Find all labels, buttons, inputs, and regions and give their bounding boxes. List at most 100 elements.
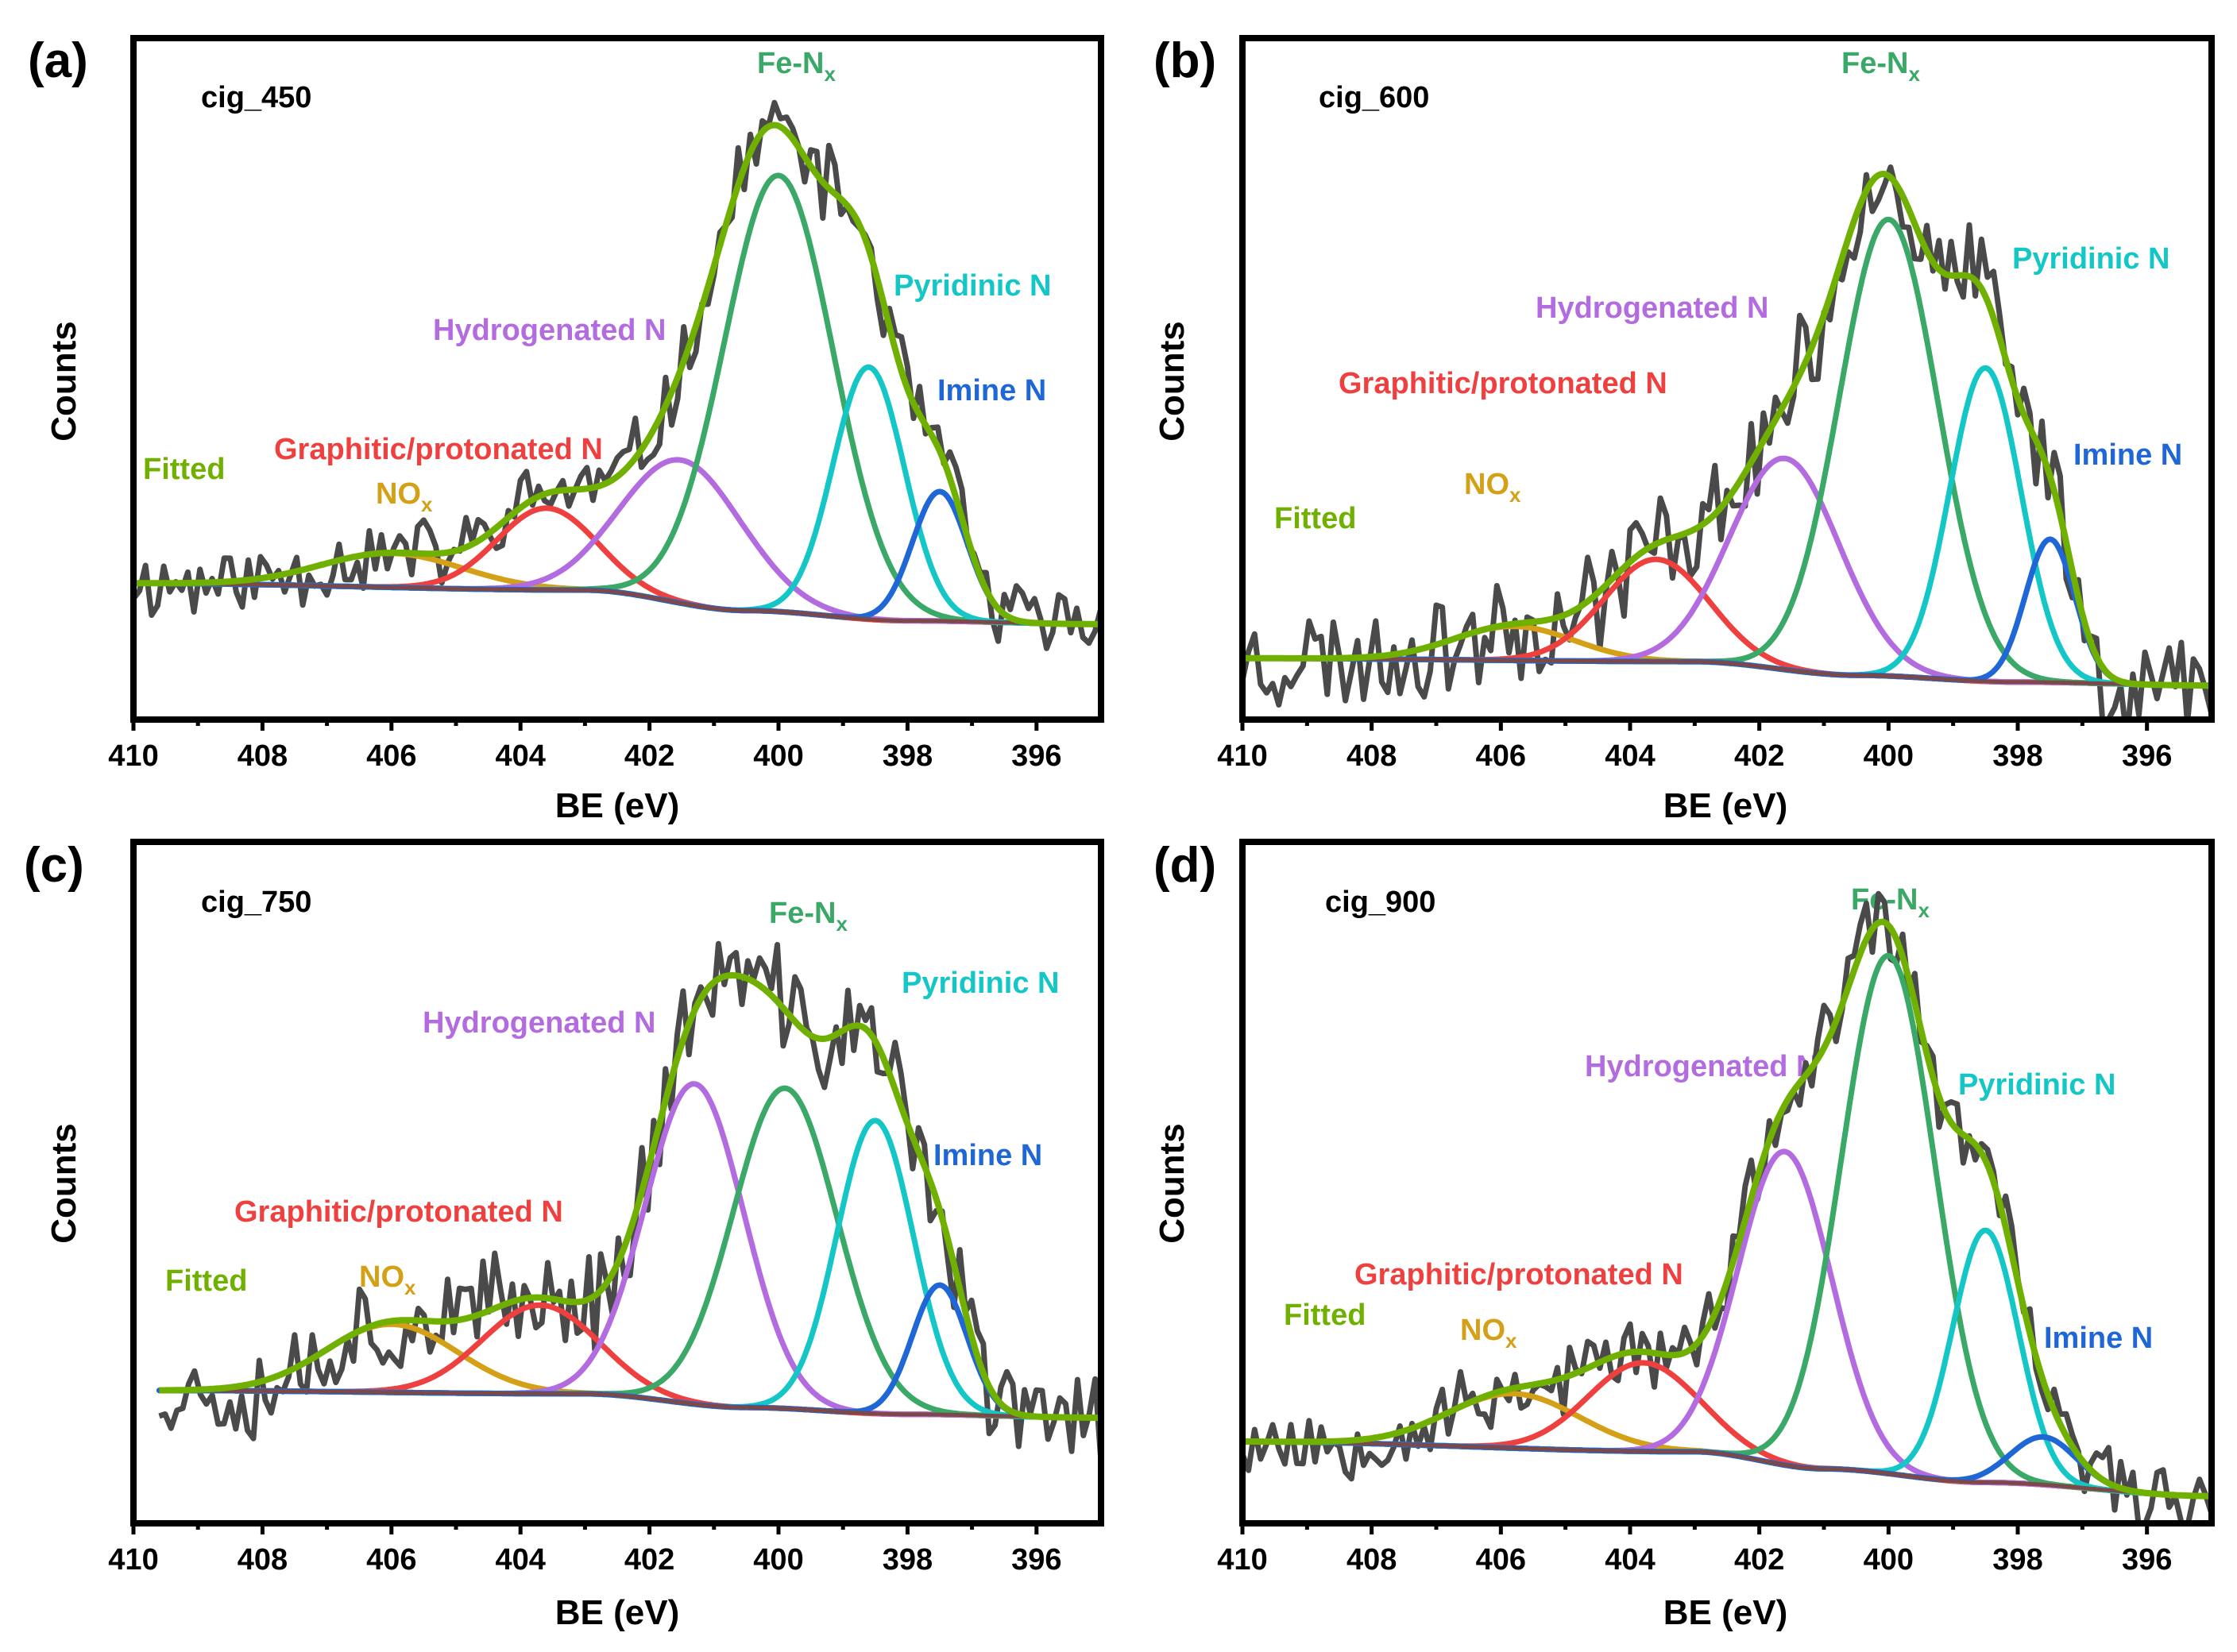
x-tick-label: 410 — [1217, 739, 1267, 773]
plot-area: 410 408 406 404 402 400 398 396 — [108, 839, 1104, 1577]
imine-label: Imine N — [2073, 438, 2182, 472]
x-axis-label: BE (eV) — [1663, 1593, 1787, 1632]
pyridinic-label: Pyridinic N — [1958, 1068, 2116, 1102]
peak-fe-nx — [1242, 216, 2212, 689]
fenx-label-main: Fe-N — [769, 897, 836, 930]
x-tick-label: 402 — [1734, 739, 1784, 773]
panel-label: (c) — [24, 838, 84, 893]
nox-label-sub: x — [1509, 483, 1521, 507]
x-axis-label: BE (eV) — [1663, 786, 1787, 825]
panel-label: (d) — [1153, 838, 1216, 893]
nox-label: NOx — [1460, 1314, 1517, 1353]
fitted-label: Fitted — [1284, 1299, 1366, 1332]
x-tick-label: 402 — [624, 739, 674, 773]
plot-frame — [1239, 839, 2215, 1527]
y-axis-label: Counts — [44, 1123, 83, 1244]
peak-pyridinic-n — [1242, 365, 2212, 689]
plot-area: 410 408 406 404 402 400 398 396 — [1217, 839, 2215, 1577]
imine-label: Imine N — [933, 1139, 1042, 1172]
x-tick-label: 396 — [2122, 1543, 2172, 1577]
peak-hydrogenated-n — [133, 457, 1101, 627]
pyridinic-label: Pyridinic N — [894, 269, 1052, 303]
curves — [1242, 890, 2212, 1523]
sample-name: cig_750 — [201, 886, 311, 919]
graphitic-label: Graphitic/protonated N — [234, 1195, 563, 1229]
panel-b: (b) cig_600 Counts BE (eV) Fitted Graphi… — [1153, 33, 2215, 825]
fenx-label-sub: x — [836, 912, 848, 936]
panel-label: (a) — [28, 33, 88, 88]
x-tick-label: 402 — [1734, 1543, 1784, 1577]
x-tick-label: 404 — [1605, 1543, 1655, 1577]
hydrogenated-label: Hydrogenated N — [1536, 291, 1768, 325]
sample-name: cig_450 — [201, 81, 311, 114]
fitted-label: Fitted — [1274, 502, 1356, 535]
x-tick-label: 396 — [1011, 739, 1061, 773]
background-line — [133, 581, 1101, 627]
fitted-envelope-line — [133, 122, 1101, 627]
x-tick-label: 400 — [1864, 739, 1914, 773]
x-tick-label: 398 — [883, 739, 933, 773]
fenx-label-sub: x — [1918, 898, 1930, 922]
y-axis-label: Counts — [1153, 1123, 1192, 1244]
hydrogenated-label: Hydrogenated N — [433, 314, 666, 347]
plot-frame — [130, 35, 1104, 723]
background-line — [1242, 1439, 2212, 1499]
x-tick-label: 400 — [753, 1543, 803, 1577]
x-tick-label: 398 — [883, 1543, 933, 1577]
plot-frame — [130, 839, 1104, 1527]
panel-label: (b) — [1153, 33, 1216, 88]
x-tick-label: 398 — [1992, 739, 2042, 773]
y-axis-label: Counts — [44, 321, 83, 442]
nox-label-main: NO — [376, 477, 421, 511]
x-tick-label: 404 — [495, 739, 545, 773]
nox-label-sub: x — [421, 492, 433, 516]
imine-label: Imine N — [2044, 1322, 2153, 1355]
x-tick-label: 410 — [108, 1543, 158, 1577]
x-tick-label: 398 — [1992, 1543, 2042, 1577]
x-tick-label: 406 — [366, 1543, 416, 1577]
curves — [1242, 164, 2212, 720]
fenx-label: Fe-Nx — [769, 897, 848, 936]
plot-area: 410 408 406 404 402 400 398 396 — [1217, 35, 2215, 773]
fitted-label: Fitted — [165, 1264, 247, 1298]
x-tick-label: 408 — [238, 739, 288, 773]
panel-c: (c) cig_750 Counts BE (eV) Fitted Graphi… — [24, 838, 1104, 1632]
nox-label-sub: x — [404, 1276, 416, 1299]
plot-area: 410 408 406 404 402 400 398 396 — [108, 35, 1104, 773]
x-tick-label: 402 — [624, 1543, 674, 1577]
x-tick-label: 396 — [2122, 739, 2172, 773]
fitted-envelope-line — [1242, 918, 2212, 1500]
raw-data-line — [133, 99, 1101, 651]
x-tick-label: 406 — [1476, 739, 1526, 773]
pyridinic-label: Pyridinic N — [2012, 242, 2170, 276]
nox-label-main: NO — [1464, 468, 1509, 501]
fenx-label-main: Fe-N — [1841, 47, 1908, 80]
y-axis-label: Counts — [1153, 321, 1192, 442]
sample-name: cig_900 — [1325, 886, 1435, 919]
fitted-envelope-line — [1242, 170, 2212, 689]
graphitic-label: Graphitic/protonated N — [1354, 1258, 1683, 1291]
nox-label-main: NO — [359, 1260, 404, 1294]
fenx-label: Fe-Nx — [1841, 47, 1920, 86]
x-tick-label: 410 — [1217, 1543, 1267, 1577]
sample-name: cig_600 — [1319, 81, 1429, 114]
fenx-label: Fe-Nx — [757, 47, 836, 86]
x-tick-label: 408 — [238, 1543, 288, 1577]
nox-label-main: NO — [1460, 1314, 1505, 1347]
x-tick-label: 408 — [1346, 739, 1397, 773]
fenx-label-sub: x — [1908, 62, 1920, 86]
x-tick-label: 400 — [753, 739, 803, 773]
graphitic-label: Graphitic/protonated N — [1339, 367, 1667, 400]
nox-label: NOx — [1464, 468, 1521, 507]
curves — [133, 99, 1101, 651]
nox-label: NOx — [359, 1260, 416, 1299]
x-tick-label: 410 — [108, 739, 158, 773]
panel-a: (a) cig_450 Counts BE (eV) Fitted Graphi… — [28, 33, 1104, 825]
pyridinic-label: Pyridinic N — [902, 967, 1060, 1000]
nox-label: NOx — [376, 477, 433, 516]
fitted-label: Fitted — [143, 453, 225, 486]
x-tick-label: 406 — [1476, 1543, 1526, 1577]
fitted-envelope-line — [159, 971, 1101, 1421]
x-tick-label: 404 — [495, 1543, 545, 1577]
